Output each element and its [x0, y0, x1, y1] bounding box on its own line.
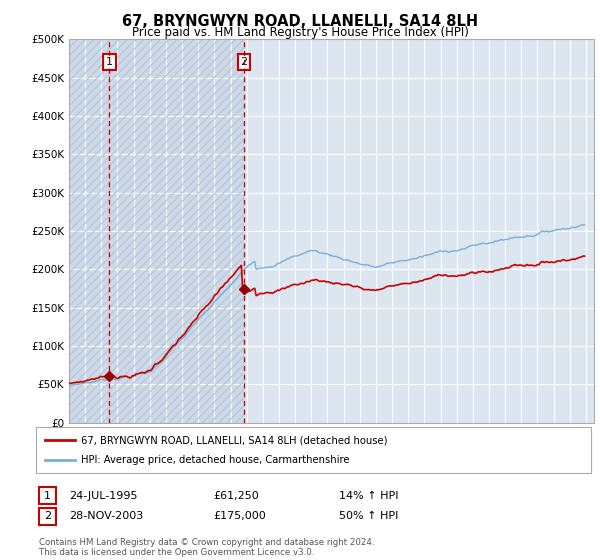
Bar	[69, 39, 109, 423]
Text: 14% ↑ HPI: 14% ↑ HPI	[339, 491, 398, 501]
Text: 2: 2	[241, 57, 248, 67]
Bar	[69, 39, 109, 423]
Text: Contains HM Land Registry data © Crown copyright and database right 2024.
This d: Contains HM Land Registry data © Crown c…	[39, 538, 374, 557]
Text: 67, BRYNGWYN ROAD, LLANELLI, SA14 8LH (detached house): 67, BRYNGWYN ROAD, LLANELLI, SA14 8LH (d…	[81, 435, 388, 445]
Text: 1: 1	[106, 57, 113, 67]
Text: £175,000: £175,000	[213, 511, 266, 521]
Text: £61,250: £61,250	[213, 491, 259, 501]
Bar	[109, 39, 244, 423]
Bar	[109, 39, 244, 423]
Text: 1: 1	[44, 491, 51, 501]
Text: HPI: Average price, detached house, Carmarthenshire: HPI: Average price, detached house, Carm…	[81, 455, 349, 465]
Text: 24-JUL-1995: 24-JUL-1995	[69, 491, 137, 501]
Text: 28-NOV-2003: 28-NOV-2003	[69, 511, 143, 521]
Text: Price paid vs. HM Land Registry's House Price Index (HPI): Price paid vs. HM Land Registry's House …	[131, 26, 469, 39]
Text: 2: 2	[44, 511, 51, 521]
Text: 67, BRYNGWYN ROAD, LLANELLI, SA14 8LH: 67, BRYNGWYN ROAD, LLANELLI, SA14 8LH	[122, 14, 478, 29]
Text: 50% ↑ HPI: 50% ↑ HPI	[339, 511, 398, 521]
